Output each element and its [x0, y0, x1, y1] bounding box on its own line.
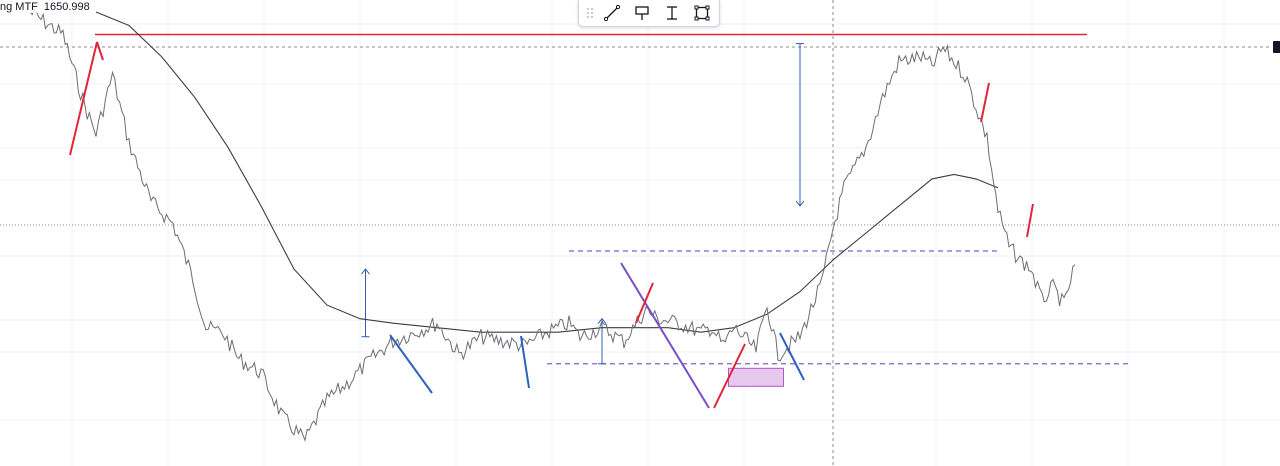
- blue-wave-line: [520, 335, 530, 389]
- blue-wave-line: [389, 334, 433, 394]
- grip-icon[interactable]: [583, 0, 597, 26]
- moving-average-line: [95, 11, 999, 333]
- price-line: [29, 7, 1076, 443]
- scale-handle-icon[interactable]: [1273, 41, 1280, 53]
- price-label-icon[interactable]: [627, 0, 657, 26]
- projection-arrow[interactable]: [597, 317, 607, 365]
- red-wave-line: [980, 82, 990, 123]
- price-range-icon[interactable]: [657, 0, 687, 26]
- trend-line-icon[interactable]: [597, 0, 627, 26]
- drawing-toolbar: [578, 0, 720, 27]
- wave-markings[interactable]: [69, 41, 1034, 409]
- moving-average-layer: [95, 11, 999, 333]
- red-wave-line: [635, 282, 654, 324]
- symbol-title: ng MTF: [0, 1, 38, 13]
- red-wave-line: [1026, 203, 1034, 238]
- red-wave-line: [713, 343, 746, 409]
- rectangle-icon[interactable]: [687, 0, 717, 26]
- demand-zone[interactable]: [728, 367, 784, 387]
- blue-wave-line: [779, 332, 805, 381]
- red-wave-line: [96, 41, 104, 61]
- price-layer: [29, 7, 1076, 443]
- red-wave-line: [69, 41, 98, 156]
- projection-arrow[interactable]: [361, 268, 370, 338]
- annotations[interactable]: [95, 33, 1130, 387]
- purple-wave-line: [620, 262, 710, 409]
- symbol-legend[interactable]: ng MTF 1650.998: [0, 1, 93, 13]
- projection-arrow[interactable]: [795, 43, 805, 207]
- price-value: 1650.998: [43, 1, 90, 13]
